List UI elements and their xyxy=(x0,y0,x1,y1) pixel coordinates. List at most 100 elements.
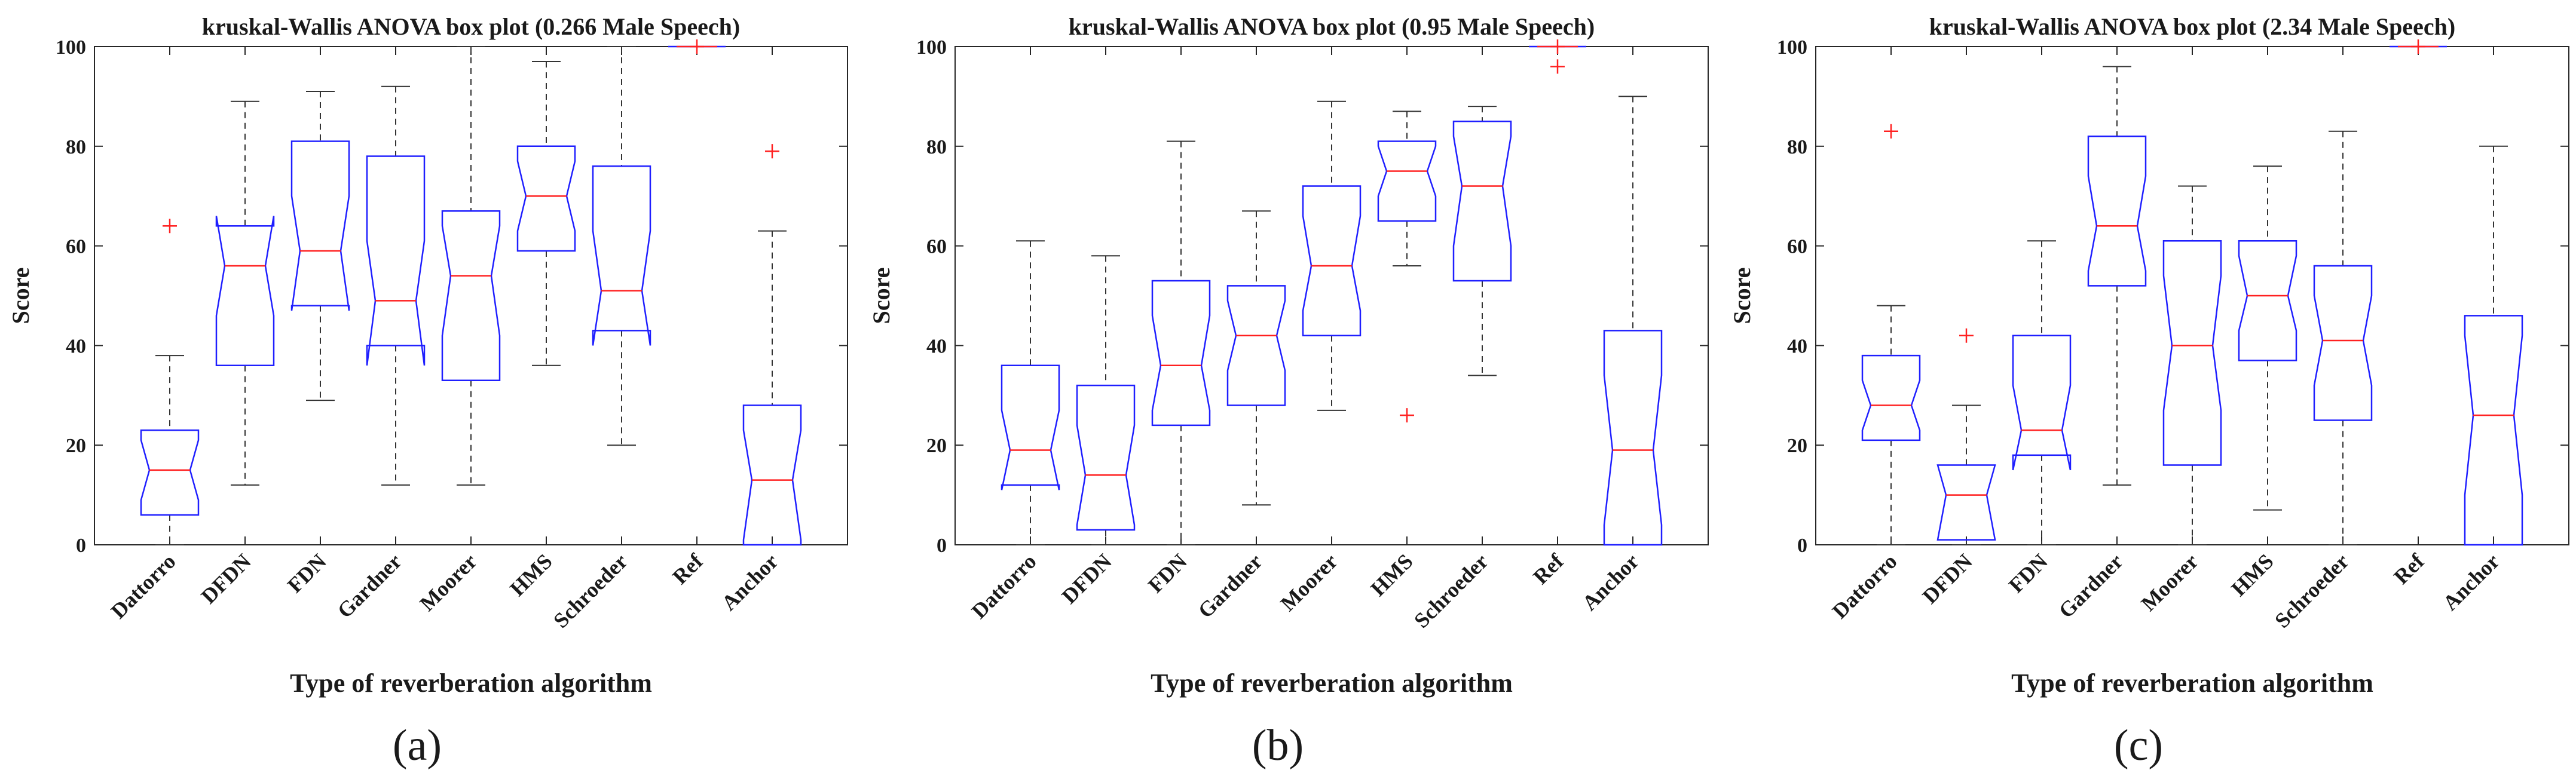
outlier-marker xyxy=(1884,124,1898,139)
y-axis-label: Score xyxy=(1728,268,1755,324)
category-label: Gardner xyxy=(333,549,406,622)
y-tick-label: 0 xyxy=(937,535,947,557)
notched-box xyxy=(2162,240,2222,466)
category-label: Moorer xyxy=(1275,549,1342,615)
box-dfdn: DFDN xyxy=(1057,47,1136,608)
category-label: FDN xyxy=(283,549,331,597)
chart-panel-2: kruskal-Wallis ANOVA box plot (0.95 Male… xyxy=(868,13,1709,770)
notched-box xyxy=(441,210,501,382)
category-label: FDN xyxy=(2004,549,2052,597)
y-tick-label: 80 xyxy=(926,136,947,158)
notched-box xyxy=(742,404,802,546)
notched-box xyxy=(1076,384,1136,531)
box-dattorro: Dattorro xyxy=(967,47,1060,623)
outlier-marker xyxy=(1550,39,1565,54)
chart-title: kruskal-Wallis ANOVA box plot (2.34 Male… xyxy=(1929,13,2455,40)
category-label: Moorer xyxy=(2136,549,2202,615)
y-axis-label: Score xyxy=(868,268,895,324)
category-label: Schroeder xyxy=(1409,549,1493,633)
notched-box xyxy=(1861,354,1921,441)
notched-box xyxy=(2313,265,2373,421)
y-tick-label: 20 xyxy=(1787,435,1807,457)
y-tick-label: 40 xyxy=(66,335,86,357)
y-tick-label: 100 xyxy=(56,36,86,59)
panel-label: (c) xyxy=(2114,721,2163,770)
y-tick-label: 60 xyxy=(1787,236,1807,258)
category-label: DFDN xyxy=(1057,549,1116,608)
box-dattorro: Dattorro xyxy=(1828,47,1921,623)
notched-box xyxy=(2238,240,2297,361)
box-gardner: Gardner xyxy=(2054,47,2147,622)
outlier-marker xyxy=(1400,408,1414,423)
outlier-marker xyxy=(2411,39,2425,54)
category-label: HMS xyxy=(2226,549,2278,600)
category-label: Schroeder xyxy=(549,549,632,633)
panel-label: (a) xyxy=(393,721,442,770)
y-tick-label: 80 xyxy=(1787,136,1807,158)
category-label: Gardner xyxy=(1194,549,1267,622)
chart-panel-1: kruskal-Wallis ANOVA box plot (0.266 Mal… xyxy=(7,13,848,770)
notched-box xyxy=(1226,285,1286,406)
chart-title: kruskal-Wallis ANOVA box plot (0.266 Mal… xyxy=(202,13,740,40)
notched-box xyxy=(140,429,200,516)
notched-box xyxy=(290,140,350,311)
notched-box xyxy=(366,155,426,366)
y-axis-label: Score xyxy=(7,268,34,324)
box-ref: Ref xyxy=(668,39,726,589)
category-label: Moorer xyxy=(415,549,481,615)
x-axis-label: Type of reverberation algorithm xyxy=(2011,668,2373,698)
notched-box xyxy=(1603,330,1663,546)
notched-box xyxy=(1936,464,1996,541)
box-ref: Ref xyxy=(2389,39,2447,589)
box-hms: HMS xyxy=(2226,47,2297,601)
outlier-marker xyxy=(163,219,177,234)
category-label: HMS xyxy=(1366,549,1417,600)
outlier-marker xyxy=(1959,328,1974,343)
box-gardner: Gardner xyxy=(333,47,426,622)
category-label: Dattorro xyxy=(1828,549,1902,623)
outlier-marker xyxy=(1550,59,1565,74)
y-tick-label: 20 xyxy=(926,435,947,457)
notched-box xyxy=(2087,135,2147,287)
box-fdn: FDN xyxy=(283,47,350,597)
outlier-marker xyxy=(690,39,704,54)
category-label: Anchor xyxy=(2438,549,2504,615)
category-label: FDN xyxy=(1143,549,1192,597)
category-label: DFDN xyxy=(197,549,256,608)
y-tick-label: 60 xyxy=(66,236,86,258)
y-tick-label: 0 xyxy=(76,535,86,557)
box-dattorro: Dattorro xyxy=(106,47,200,623)
box-hms: HMS xyxy=(505,47,576,601)
notched-box xyxy=(1302,185,1362,336)
notched-box xyxy=(592,165,651,346)
chart-panel-3: kruskal-Wallis ANOVA box plot (2.34 Male… xyxy=(1728,13,2569,770)
y-tick-label: 20 xyxy=(66,435,86,457)
notched-box xyxy=(1001,364,1060,490)
box-anchor: Anchor xyxy=(2438,47,2523,615)
category-label: Anchor xyxy=(717,549,782,615)
axes-frame xyxy=(954,46,1709,545)
box-fdn: FDN xyxy=(1143,47,1211,597)
box-moorer: Moorer xyxy=(2136,47,2222,616)
box-anchor: Anchor xyxy=(717,47,802,615)
notched-box xyxy=(516,145,576,252)
x-axis-label: Type of reverberation algorithm xyxy=(290,668,652,698)
box-dfdn: DFDN xyxy=(1918,47,1996,608)
box-moorer: Moorer xyxy=(1275,47,1362,616)
category-label: Dattorro xyxy=(967,549,1041,623)
notched-box xyxy=(1452,120,1512,282)
notched-box xyxy=(1377,140,1437,222)
x-axis-label: Type of reverberation algorithm xyxy=(1151,668,1513,698)
category-label: Dattorro xyxy=(106,549,180,623)
y-tick-label: 80 xyxy=(66,136,86,158)
y-tick-label: 60 xyxy=(926,236,947,258)
y-tick-label: 40 xyxy=(1787,335,1807,357)
panel-label: (b) xyxy=(1252,721,1304,770)
notched-box xyxy=(215,216,275,367)
category-label: HMS xyxy=(505,549,556,600)
category-label: Anchor xyxy=(1577,549,1643,615)
box-hms: HMS xyxy=(1366,47,1437,601)
category-label: Ref xyxy=(668,549,708,589)
y-tick-label: 40 xyxy=(926,335,947,357)
